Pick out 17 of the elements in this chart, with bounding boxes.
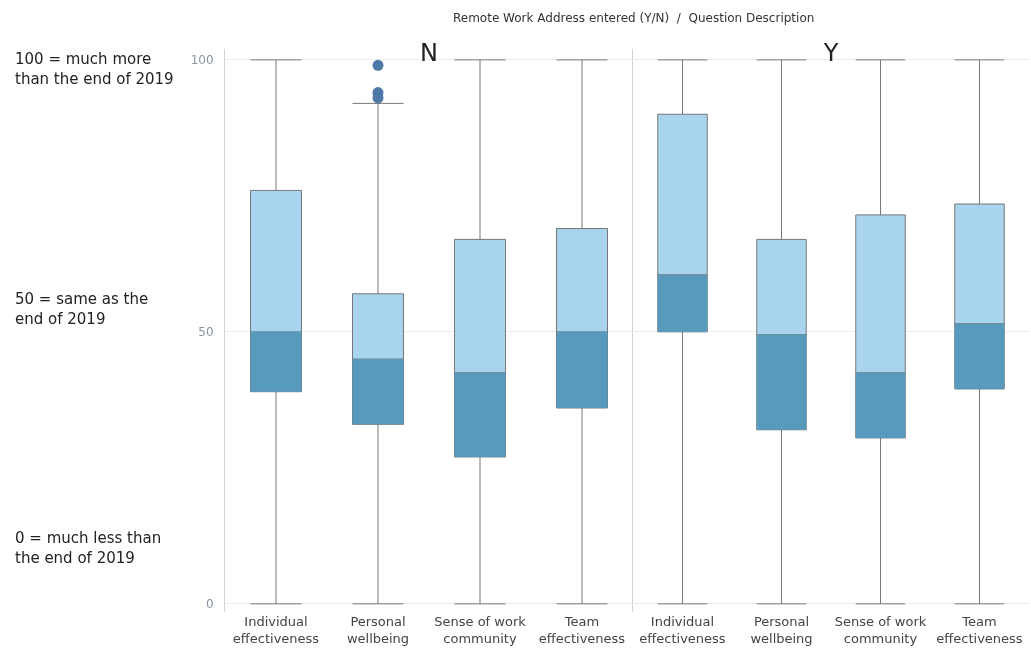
x-tick-label: Individual effectiveness bbox=[232, 614, 320, 646]
text: 50 = same as the end of 2019 bbox=[15, 290, 149, 328]
x-tick-label: Team effectiveness bbox=[538, 614, 626, 646]
x-tick-label: Sense of work community bbox=[434, 614, 527, 646]
x-tick-label: Team effectiveness bbox=[936, 614, 1023, 646]
x-tick-label: Individual effectiveness bbox=[639, 614, 726, 646]
text: 100 = much more than the end of 2019 bbox=[15, 50, 174, 88]
x-tick-label: Personal wellbeing bbox=[346, 614, 410, 646]
x-tick-label: Sense of work community bbox=[834, 614, 927, 646]
y-tick-label: 50 bbox=[198, 325, 214, 340]
y-tick-label: 100 bbox=[190, 53, 214, 68]
chart-title: N bbox=[420, 39, 438, 67]
x-tick-label: Personal wellbeing bbox=[750, 614, 813, 646]
text: Remote Work Address entered (Y/N) / Question Description bbox=[453, 11, 815, 25]
text: 0 = much less than the end of 2019 bbox=[15, 529, 162, 567]
y-tick-label: 0 bbox=[205, 597, 214, 612]
chart-title: Y bbox=[822, 39, 839, 67]
